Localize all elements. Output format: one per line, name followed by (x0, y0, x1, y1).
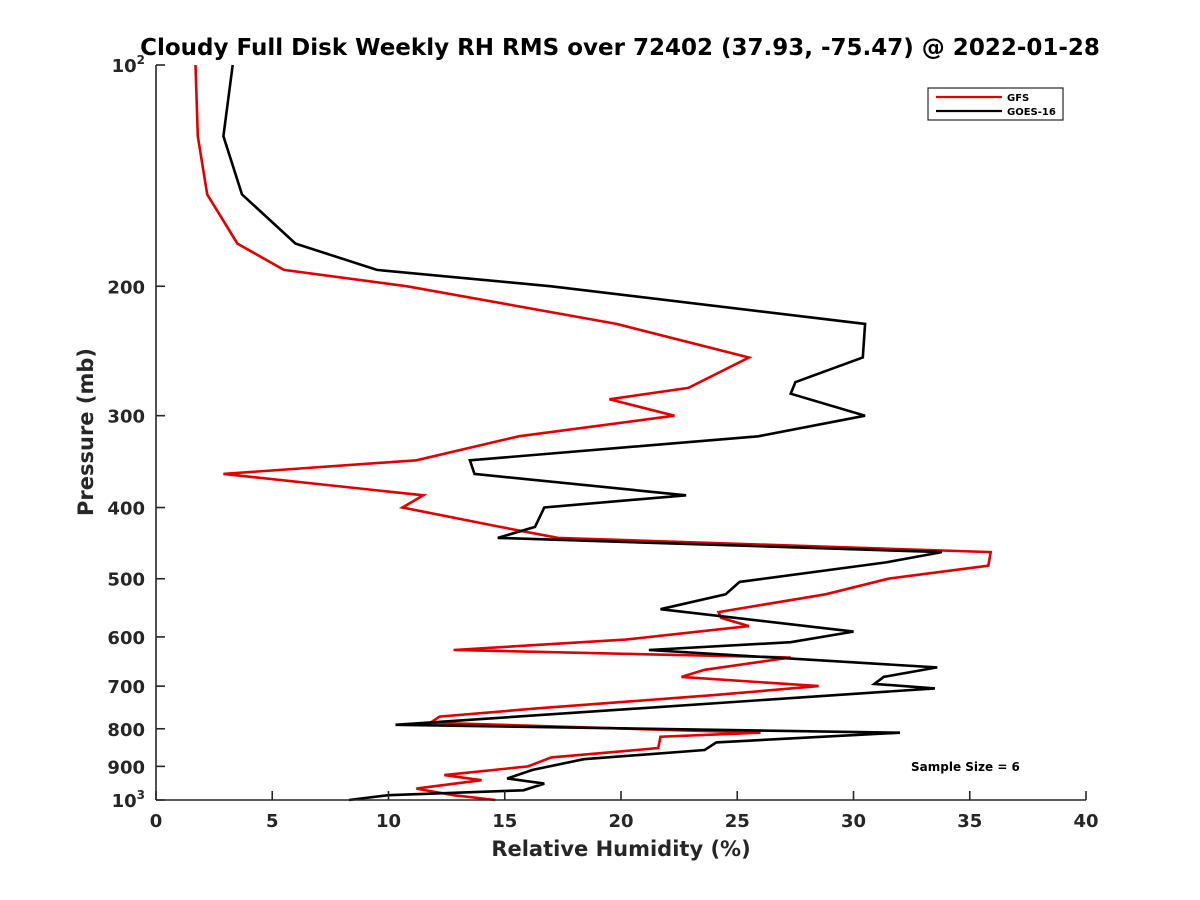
y-tick-label: 900 (107, 757, 145, 778)
series-line-goes16 (222, 64, 943, 802)
x-tick-label: 30 (841, 811, 866, 832)
y-axis-label: Pressure (mb) (74, 348, 98, 516)
x-tick-label: 10 (376, 811, 401, 832)
y-tick-label: 102 (112, 53, 145, 77)
x-ticks: 0 5 10 15 20 25 30 35 40 (150, 791, 1099, 832)
y-tick-label: 300 (107, 407, 145, 428)
y-tick-label: 700 (107, 677, 145, 698)
x-tick-label: 20 (608, 811, 633, 832)
x-tick-label: 15 (492, 811, 517, 832)
sample-size-annotation: Sample Size = 6 (911, 760, 1020, 774)
y-tick-label: 500 (107, 570, 145, 591)
plot-area: 0 5 10 15 20 25 30 35 40 102 200 300 400 500 600 700 80… (107, 53, 1098, 832)
legend-box (927, 87, 1064, 121)
legend: GFS GOES-16 (927, 87, 1064, 121)
series-line-gfs (194, 64, 993, 802)
series-layer (194, 64, 993, 802)
chart-title: Cloudy Full Disk Weekly RH RMS over 7240… (140, 35, 1100, 61)
y-tick-label: 400 (107, 499, 145, 520)
x-tick-label: 5 (266, 811, 279, 832)
x-tick-label: 35 (957, 811, 982, 832)
y-tick-label: 800 (107, 720, 145, 741)
y-ticks: 102 200 300 400 500 600 700 800 900 103 (107, 53, 165, 812)
x-tick-label: 40 (1073, 811, 1098, 832)
y-tick-label: 103 (112, 788, 145, 812)
x-axis-label: Relative Humidity (%) (491, 837, 750, 861)
y-tick-label: 600 (107, 628, 145, 649)
x-tick-label: 0 (150, 811, 163, 832)
legend-label-goes16: GOES-16 (1007, 107, 1056, 118)
legend-label-gfs: GFS (1007, 93, 1029, 104)
x-tick-label: 25 (725, 811, 750, 832)
y-tick-label: 200 (107, 277, 145, 298)
